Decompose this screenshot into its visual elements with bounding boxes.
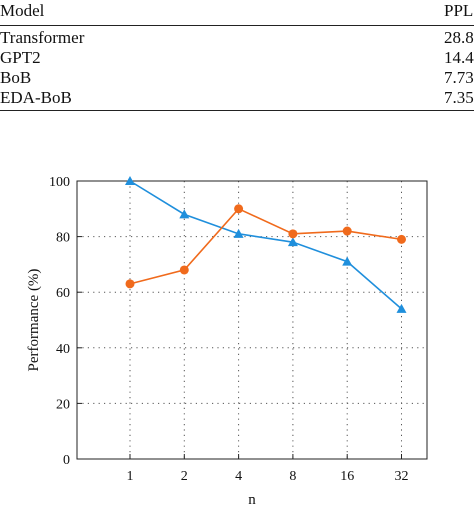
cell-ppl: 7.73 xyxy=(444,68,474,87)
table-row: Transformer 28.8 xyxy=(0,27,474,49)
series-1-point xyxy=(179,209,190,219)
x-tick-label: 8 xyxy=(289,469,296,484)
cell-ppl: 28.8 xyxy=(444,28,474,47)
table-row: GPT2 14.4 xyxy=(0,47,474,69)
x-tick-label: 2 xyxy=(181,469,188,484)
series-1-point xyxy=(396,303,407,313)
x-tick-label: 1 xyxy=(127,469,134,484)
results-table: Model PPL Transformer 28.8 GPT2 14.4 BoB… xyxy=(0,0,474,120)
x-tick-label: 4 xyxy=(235,469,242,484)
table-row: EDA-BoB 7.35 xyxy=(0,87,474,109)
series-2-point xyxy=(288,229,298,239)
series-1-point xyxy=(233,228,244,238)
y-tick-label: 40 xyxy=(56,342,70,357)
cell-model: EDA-BoB xyxy=(0,88,72,107)
header-ppl: PPL xyxy=(444,1,474,20)
series-2-point xyxy=(179,265,189,275)
ticks-layer: 0 20 40 60 80 100 1 2 4 8 16 32 xyxy=(49,175,409,484)
y-tick-label: 60 xyxy=(56,286,70,301)
cell-model: Transformer xyxy=(0,28,85,47)
x-tick-label: 16 xyxy=(340,469,354,484)
table-row: BoB 7.73 xyxy=(0,67,474,89)
series-1-point xyxy=(342,256,353,266)
series-2-point xyxy=(342,226,352,236)
cell-ppl: 7.35 xyxy=(444,88,474,107)
plot-frame xyxy=(76,180,428,460)
table-header-rule xyxy=(0,25,474,26)
y-axis-title: Performance (%) xyxy=(26,269,42,372)
grid-layer xyxy=(77,181,427,459)
series-layer xyxy=(125,176,407,313)
x-tick-label: 32 xyxy=(395,469,409,484)
y-tick-label: 80 xyxy=(56,231,70,246)
table-header-row: Model PPL xyxy=(0,0,474,22)
x-axis-title: n xyxy=(248,492,256,508)
cell-model: GPT2 xyxy=(0,48,41,67)
series-2-point xyxy=(234,204,244,214)
series-2-point xyxy=(125,279,135,289)
series-line-2 xyxy=(129,207,402,285)
series-1-point xyxy=(125,176,135,185)
y-tick-label: 20 xyxy=(56,397,70,412)
series-1-point xyxy=(287,237,298,247)
table-bottom-rule xyxy=(0,110,474,111)
series-2-point xyxy=(397,234,406,244)
cell-model: BoB xyxy=(0,68,32,87)
y-tick-label: 0 xyxy=(63,453,70,468)
cell-ppl: 14.4 xyxy=(444,48,474,67)
header-model: Model xyxy=(0,1,45,20)
y-tick-label: 100 xyxy=(49,175,70,190)
series-line-1 xyxy=(129,180,403,310)
